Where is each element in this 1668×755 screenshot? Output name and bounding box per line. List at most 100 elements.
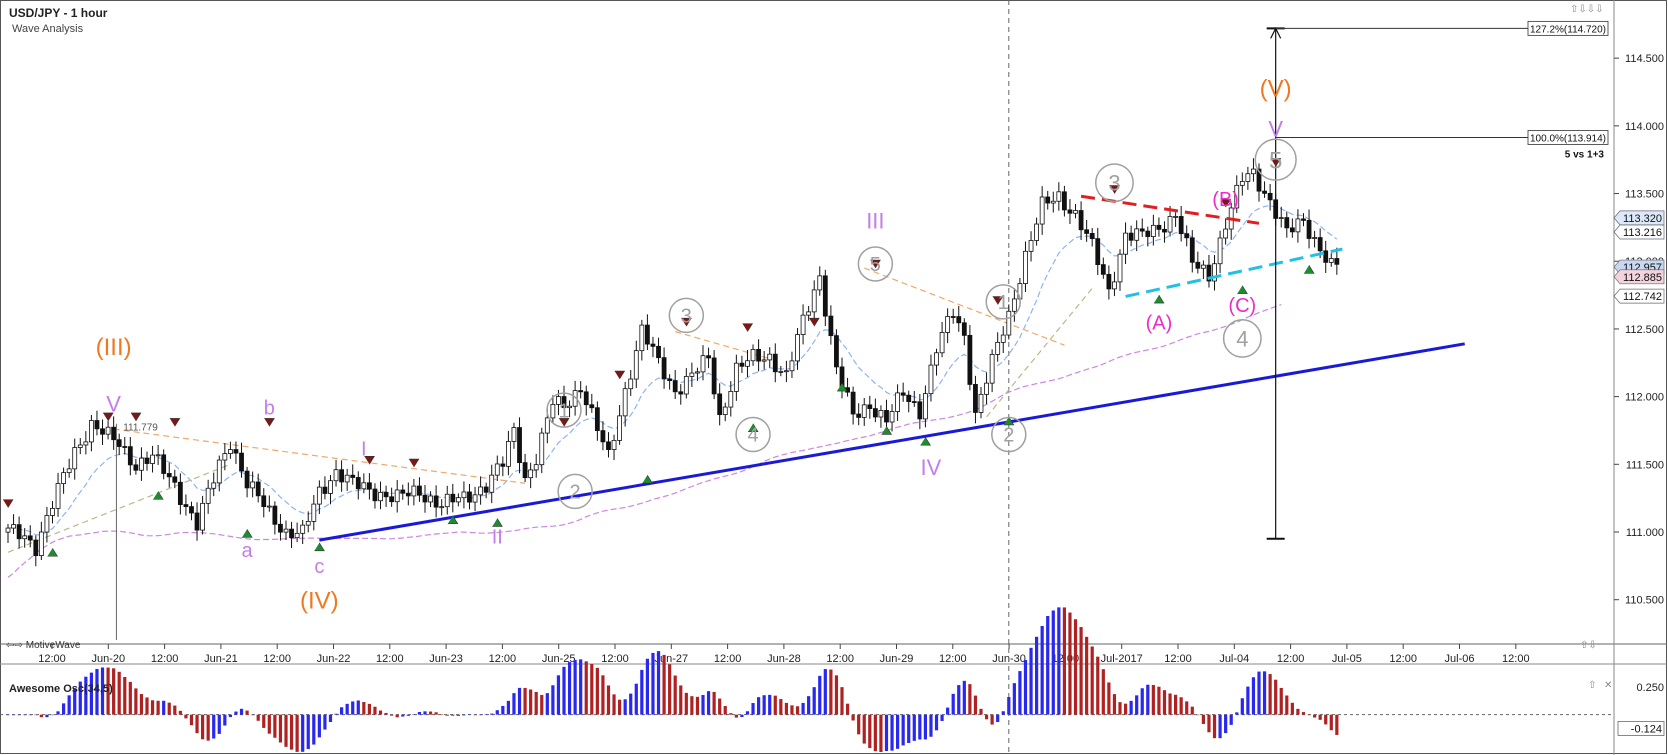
- oscillator-bar: [145, 697, 149, 715]
- time-tick-label: 12:00: [151, 653, 179, 665]
- price-tick-label: 112.000: [1625, 392, 1664, 404]
- candle-body: [884, 410, 889, 423]
- candle-body: [344, 474, 350, 483]
- price-tick-label: 114.500: [1625, 53, 1664, 65]
- oscillator-bar: [1073, 619, 1078, 715]
- candle-body: [44, 515, 50, 533]
- price-flag-label: 112.742: [1623, 291, 1662, 303]
- candle-body: [150, 454, 155, 464]
- oscillator-bar: [106, 667, 110, 715]
- oscillator-bar: [873, 714, 877, 752]
- close-panel-icon[interactable]: ✕: [1604, 680, 1613, 691]
- candle-body: [372, 488, 378, 502]
- candle-body: [1062, 191, 1067, 211]
- candle-body: [878, 410, 884, 418]
- candle-body: [239, 452, 244, 472]
- candle-body: [578, 390, 584, 393]
- panel-controls-price[interactable]: ⇧⇩: [1580, 640, 1597, 651]
- oscillator-bar: [390, 714, 394, 716]
- oscillator-bar: [1135, 695, 1139, 715]
- oscillator-bar: [851, 714, 855, 721]
- oscillator-bar: [490, 713, 494, 715]
- time-tick-label: Jun-28: [767, 653, 801, 665]
- oscillator-bar: [1057, 607, 1061, 715]
- candle-body: [900, 392, 906, 396]
- swing-low-marker: [748, 423, 759, 432]
- oscillator-bar: [534, 691, 538, 715]
- oscillator-bar: [173, 705, 177, 715]
- candle-body: [706, 355, 711, 359]
- candle-body: [567, 405, 572, 409]
- candle-body: [411, 485, 417, 497]
- candle-body: [311, 503, 317, 522]
- candles: [5, 158, 1340, 567]
- wave-circle: [546, 392, 582, 428]
- time-tick-label: 12:00: [1389, 653, 1417, 665]
- oscillator-bar: [406, 714, 410, 716]
- oscillator-bar: [256, 714, 260, 721]
- candle-body: [322, 486, 328, 494]
- candle-body: [1278, 217, 1284, 220]
- oscillator-bar: [417, 712, 422, 715]
- candle-body: [1262, 190, 1267, 194]
- candle-body: [600, 430, 606, 443]
- oscillator-bar: [1179, 697, 1183, 715]
- oscillator-bar: [1268, 674, 1272, 715]
- swing-high-marker: [364, 456, 375, 465]
- panel-controls-top[interactable]: ⇧⇩⇩⇩: [1570, 4, 1604, 15]
- scroll-arrows-icon[interactable]: ⇦⇨: [6, 640, 23, 651]
- oscillator-bar: [289, 714, 294, 750]
- candle-body: [1073, 210, 1078, 214]
- candle-body: [628, 378, 634, 390]
- oscillator-bar: [495, 710, 499, 715]
- candle-body: [261, 495, 267, 508]
- candle-body: [1156, 224, 1162, 230]
- oscillator-bar: [529, 689, 533, 715]
- oscillator-bar: [834, 675, 839, 715]
- oscillator-bar: [95, 668, 99, 715]
- candle-body: [795, 334, 800, 362]
- candle-body: [1295, 218, 1301, 233]
- candle-body: [1106, 273, 1112, 290]
- oscillator-bar: [1123, 703, 1128, 715]
- oscillator-bar: [545, 693, 549, 715]
- oscillator-bar: [262, 714, 266, 728]
- oscillator-bar: [1112, 694, 1117, 715]
- oscillator-bar: [23, 714, 27, 716]
- oscillator-bar: [695, 696, 700, 715]
- candle-body: [528, 469, 534, 479]
- high-price-annotation: 111.779: [123, 422, 158, 433]
- time-tick-label: 12:00: [1277, 653, 1305, 665]
- candle-body: [1050, 200, 1056, 204]
- oscillator-bar: [1257, 671, 1261, 715]
- oscillator-bar: [1246, 686, 1250, 715]
- candle-body: [1317, 237, 1323, 252]
- candle-body: [522, 462, 528, 479]
- fib-level-label: 100.0%(113.914): [1530, 133, 1606, 144]
- candle-body: [1223, 228, 1229, 239]
- oscillator-bar: [1290, 702, 1294, 715]
- price-flag: [1613, 210, 1665, 226]
- candle-body: [1112, 281, 1117, 290]
- candle-body: [116, 439, 122, 447]
- oscillator-bar: [567, 662, 572, 715]
- candle-body: [72, 447, 78, 470]
- oscillator-bar: [829, 669, 833, 715]
- oscillator-bar: [11, 714, 16, 716]
- oscillator-bar: [1174, 694, 1178, 715]
- candle-body: [1145, 230, 1151, 237]
- oscillator-bar: [923, 714, 927, 740]
- oscillator-bar: [1212, 714, 1217, 739]
- wave-label: V: [106, 391, 121, 416]
- swing-high-marker: [559, 418, 570, 427]
- measure-note: 5 vs 1+3: [1565, 149, 1605, 160]
- wave-circle: [985, 284, 1021, 320]
- candle-body: [928, 364, 934, 395]
- oscillator-bar: [1018, 671, 1022, 715]
- oscillator-bar: [573, 659, 577, 715]
- panel-controls-osc[interactable]: ⇧: [1588, 680, 1597, 691]
- oscillator-bar: [1012, 683, 1016, 715]
